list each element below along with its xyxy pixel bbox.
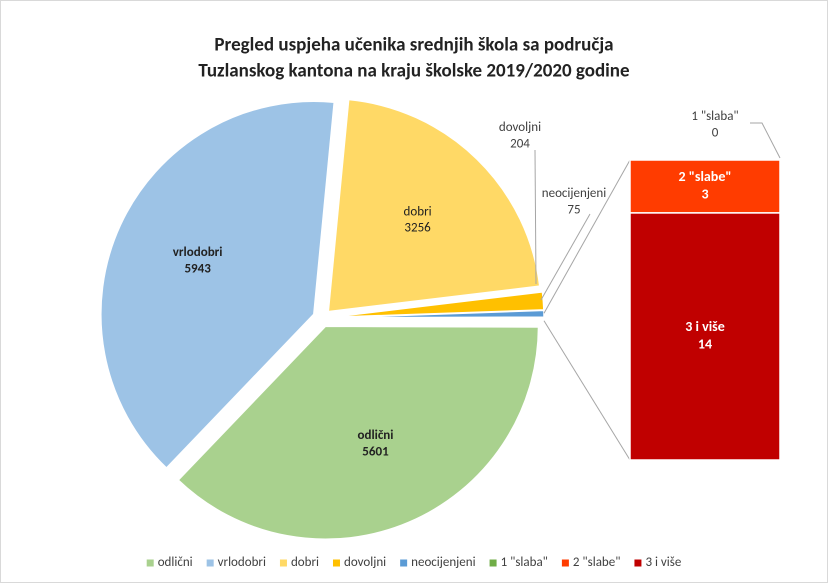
label-value: 3256 [404, 221, 431, 236]
legend-swatch [634, 559, 642, 567]
pie-slice [327, 98, 541, 313]
legend-label: dobri [291, 555, 319, 570]
label-name: 3 i više [685, 318, 725, 335]
legend-label: odlični [158, 555, 193, 570]
legend-swatch [332, 559, 340, 567]
data-label: dovoljni 204 [499, 120, 541, 151]
bar-segment [629, 159, 781, 214]
label-name: vrlodobri [173, 245, 223, 260]
label-value: 0 [712, 126, 719, 141]
connector-line [543, 159, 631, 314]
pie-slice [177, 325, 540, 540]
label-value: 5601 [362, 445, 389, 460]
data-label: dobri 3256 [404, 204, 432, 235]
label-name: 2 "slabe" [678, 168, 731, 185]
data-label: 3 i više 14 [685, 318, 725, 353]
chart-title: Tuzlanskog kantona na kraju školske 2019… [198, 60, 629, 83]
pie-slice [330, 309, 545, 319]
label-name: odlični [357, 428, 393, 443]
label-name: dobri [404, 204, 432, 219]
data-label: vrlodobri 5943 [173, 245, 223, 276]
chart-title: Pregled uspjeha učenika srednjih škola s… [214, 34, 613, 57]
connector-line [543, 320, 631, 461]
legend-swatch [561, 559, 569, 567]
legend-label: dovoljni [344, 555, 386, 570]
label-value: 5943 [184, 262, 211, 277]
legend-swatch [146, 559, 154, 567]
data-label: 2 "slabe" 3 [678, 168, 731, 203]
label-name: 1 "slaba" [691, 109, 738, 124]
label-name: dovoljni [499, 120, 541, 135]
data-label: 1 "slaba" 0 [691, 109, 738, 140]
leader-line [750, 122, 781, 159]
legend-label: neocijenjeni [411, 555, 475, 570]
label-value: 204 [510, 137, 530, 152]
data-label: neocijenjeni 75 [542, 186, 606, 217]
legend-label: 3 i više [645, 555, 681, 570]
label-name: neocijenjeni [542, 186, 606, 201]
data-label: odlični 5601 [357, 428, 393, 459]
legend-swatch [206, 559, 214, 567]
leader-line [540, 213, 591, 301]
legend-label: 1 "slaba" [501, 555, 548, 570]
label-value: 75 [567, 203, 580, 218]
legend-swatch [279, 559, 287, 567]
leader-line [534, 149, 537, 285]
legend-swatch [489, 559, 497, 567]
legend-label: 2 "slabe" [573, 555, 621, 570]
legend: odlični vrlodobri dobri dovoljni neocijenjen… [146, 555, 681, 570]
legend-label: vrlodobri [218, 555, 266, 570]
legend-swatch [400, 559, 408, 567]
pie-slice [100, 100, 336, 470]
bar-segment [629, 212, 781, 461]
label-value: 14 [698, 336, 712, 353]
label-value: 3 [701, 186, 708, 203]
